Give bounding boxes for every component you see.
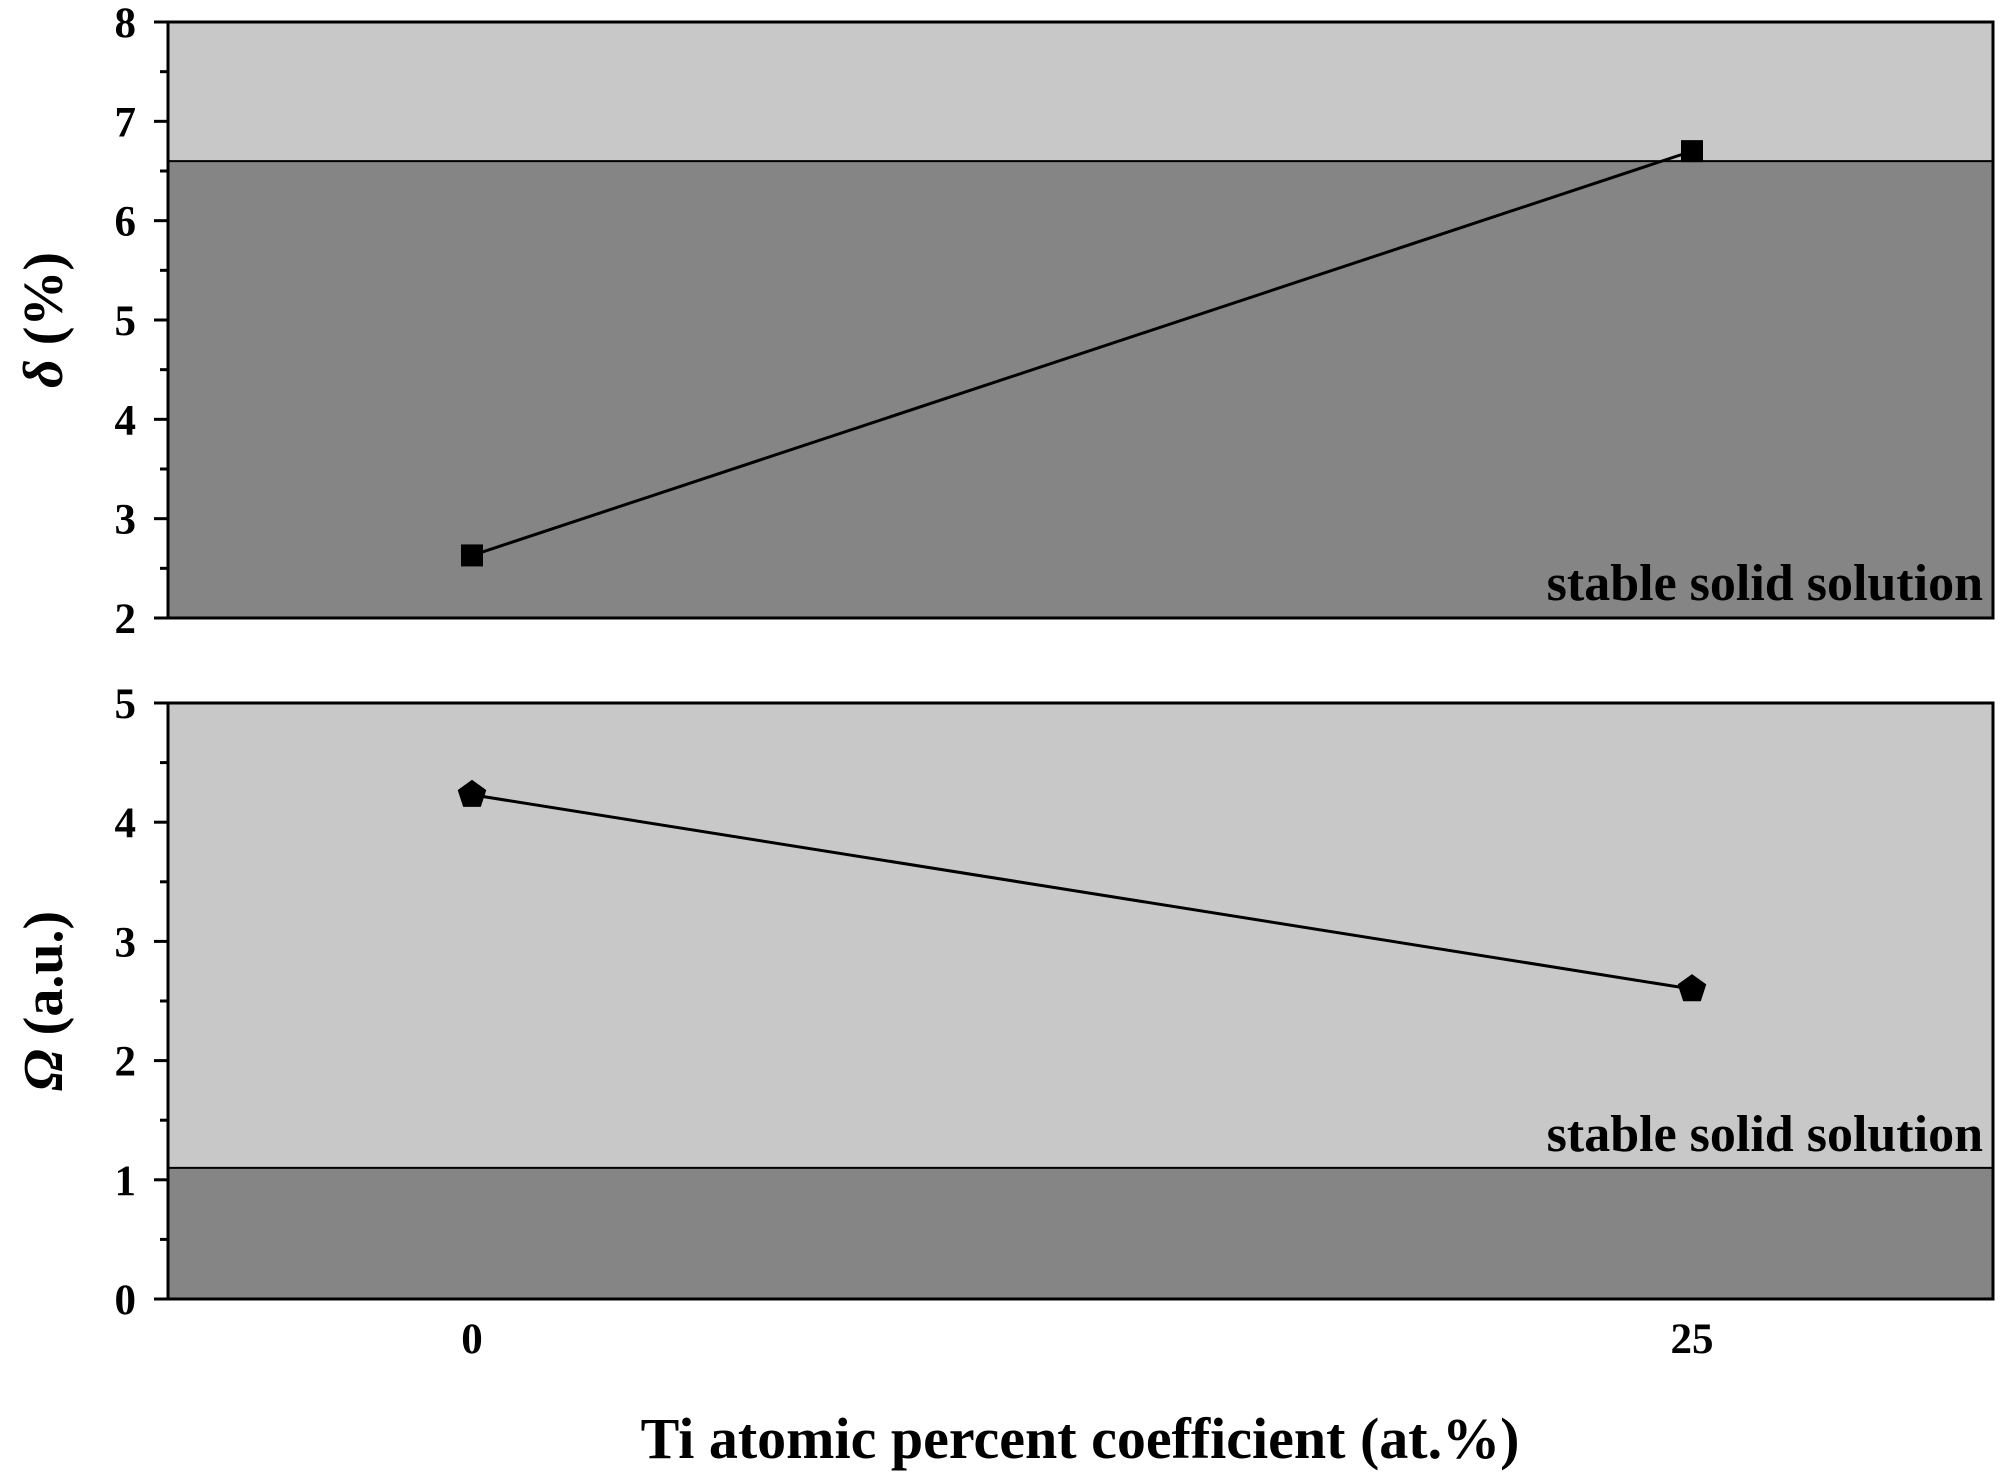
y-tick-label: 5: [115, 298, 137, 345]
top-y-ticks: 2 3 4 5 6 7 8: [115, 0, 168, 643]
x-tick-label-25: 25: [1671, 1316, 1714, 1363]
bottom-y-axis-title: Ω (a.u.): [13, 911, 75, 1091]
top-series-line: [471, 149, 1693, 557]
y-tick-label: 4: [115, 397, 137, 444]
top-y-axis-title: δ (%): [13, 252, 75, 388]
bottom-panel: 0 1 2 3 4 5 stable solid solution Ω (a.u.): [13, 681, 1995, 1324]
top-region-label: stable solid solution: [1547, 555, 1983, 612]
bottom-region-lower: [168, 1167, 1993, 1299]
top-region-upper: [168, 22, 1993, 162]
bottom-y-ticks: 0 1 2 3 4 5: [115, 681, 168, 1324]
top-region-lower: [168, 161, 1993, 619]
y-tick-label: 7: [115, 99, 137, 146]
y-tick-label: 3: [115, 919, 137, 966]
bottom-region-upper: [168, 703, 1993, 1168]
bottom-marker-0: [457, 779, 487, 807]
y-tick-label: 6: [115, 199, 137, 246]
x-axis-title: Ti atomic percent coefficient (at.%): [641, 1406, 1520, 1471]
y-tick-label: 8: [115, 0, 137, 47]
x-tick-label-0: 0: [461, 1316, 483, 1363]
y-tick-label: 1: [115, 1158, 137, 1205]
y-tick-label: 3: [115, 497, 137, 544]
bottom-marker-25: [1677, 974, 1707, 1002]
y-tick-label: 4: [115, 800, 137, 847]
y-tick-label: 0: [115, 1277, 137, 1324]
y-tick-label: 2: [115, 596, 137, 643]
top-marker-25: [1681, 140, 1703, 163]
bottom-region-label: stable solid solution: [1547, 1106, 1983, 1163]
top-panel: 2 3 4 5 6 7 8 stable solid solution δ (%): [13, 0, 1995, 643]
top-marker-0: [461, 544, 483, 567]
y-tick-label: 2: [115, 1039, 137, 1086]
bottom-series-line: [471, 793, 1693, 991]
y-tick-label: 5: [115, 681, 137, 728]
